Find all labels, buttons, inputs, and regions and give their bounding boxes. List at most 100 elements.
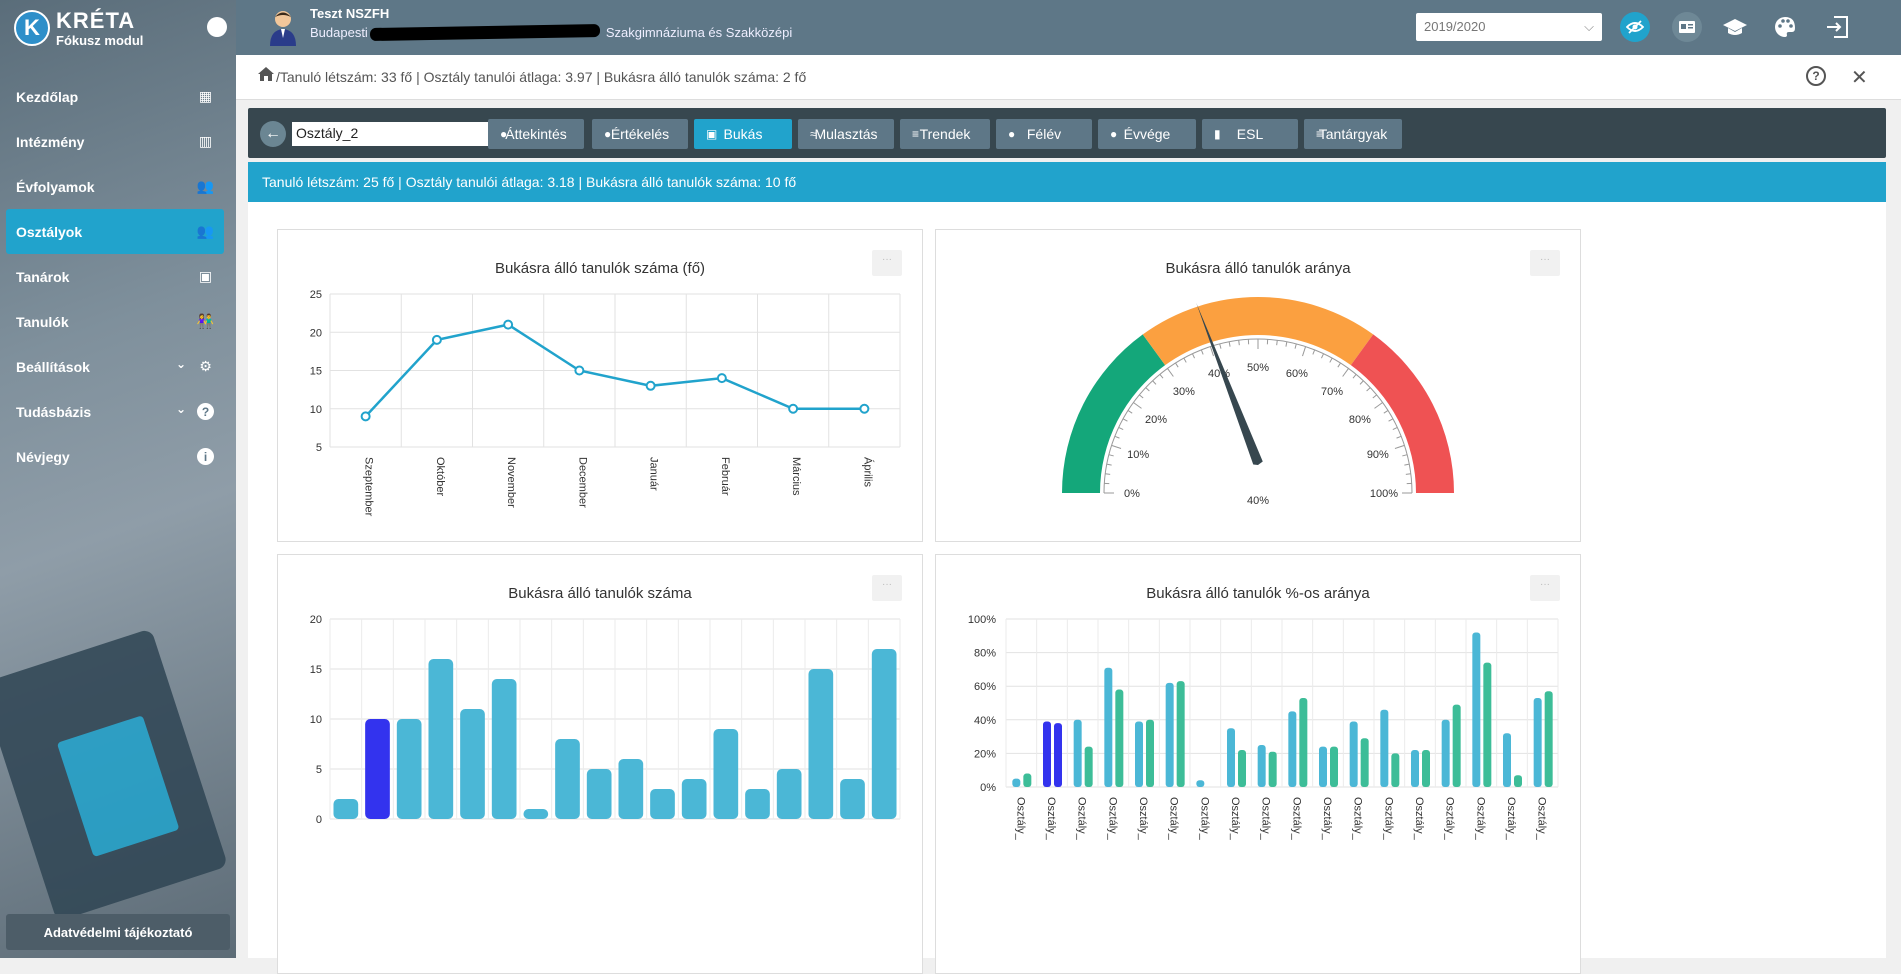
- tab-bukás[interactable]: ▣Bukás: [694, 119, 792, 149]
- gauge-tick: [1239, 340, 1240, 345]
- y-tick-label: 40%: [974, 715, 996, 727]
- data-point: [718, 374, 726, 382]
- x-tick-label: Osztály_: [1168, 797, 1180, 841]
- gauge-tick: [1360, 381, 1363, 385]
- tab-label: Évvége: [1124, 126, 1171, 142]
- bar: [777, 769, 802, 819]
- tab-áttekintés[interactable]: ●Áttekintés: [488, 119, 584, 149]
- bar: [1269, 752, 1277, 787]
- sidebar-item-osztályok[interactable]: Osztályok👥: [6, 209, 224, 254]
- tab-label: Tantárgyak: [1319, 126, 1387, 142]
- app-module: Fókusz modul: [56, 33, 143, 48]
- tab-esl[interactable]: ▮ESL: [1202, 119, 1298, 149]
- gauge-tick: [1184, 358, 1186, 362]
- y-tick-label: 60%: [974, 681, 996, 693]
- y-tick-label: 20%: [974, 748, 996, 760]
- tab-értékelés[interactable]: ●Értékelés: [592, 119, 688, 149]
- gauge-tick: [1343, 368, 1349, 376]
- home-icon[interactable]: [258, 67, 274, 85]
- bar: [1503, 733, 1511, 787]
- x-tick-label: Osztály_: [1382, 797, 1394, 841]
- tab-félév[interactable]: ●Félév: [996, 119, 1092, 149]
- tab-évvége[interactable]: ●Évvége: [1098, 119, 1196, 149]
- x-tick-label: Osztály_: [1014, 797, 1026, 841]
- bar: [1391, 753, 1399, 787]
- gauge-tick: [1373, 395, 1377, 398]
- tab-trendek[interactable]: ≡Trendek: [900, 119, 990, 149]
- gauge-tick: [1353, 374, 1356, 378]
- palette-icon[interactable]: [1770, 12, 1800, 42]
- gauge-tick-label: 0%: [1124, 488, 1140, 500]
- sidebar-item-tanárok[interactable]: Tanárok▣: [0, 254, 236, 299]
- bar: [1177, 681, 1185, 787]
- bar: [1074, 720, 1082, 787]
- x-tick-label: Osztály_: [1505, 797, 1517, 841]
- bar: [1545, 691, 1553, 787]
- x-tick-label: Osztály_: [1352, 797, 1364, 841]
- gauge-tick: [1367, 388, 1371, 391]
- x-tick-label: December: [576, 457, 588, 508]
- y-tick-label: 25: [310, 289, 322, 301]
- gauge-tick: [1397, 436, 1402, 438]
- gauge-tick: [1330, 358, 1332, 362]
- sidebar-item-évfolyamok[interactable]: Évfolyamok👥: [0, 164, 236, 209]
- sidebar-item-tanulók[interactable]: Tanulók👫: [0, 299, 236, 344]
- graduation-cap-icon[interactable]: [1720, 12, 1750, 42]
- sidebar-item-intézmény[interactable]: Intézmény▥: [0, 119, 236, 164]
- gauge-chart-panel: Bukásra álló tanulók aránya ··· 0%10%20%…: [935, 229, 1581, 542]
- gauge-tick-label: 10%: [1127, 449, 1149, 461]
- sidebar-item-tudásbázis[interactable]: Tudásbázis⌄?: [0, 389, 236, 434]
- bar: [555, 739, 580, 819]
- gauge-tick: [1105, 474, 1110, 475]
- bar: [1258, 745, 1266, 787]
- bar: [1104, 668, 1112, 787]
- y-tick-label: 10: [310, 714, 322, 726]
- gauge-tick: [1109, 455, 1114, 456]
- bar: [397, 719, 422, 819]
- y-tick-label: 100%: [968, 614, 996, 626]
- sidebar: K KRÉTA Fókusz modul Kezdőlap▦Intézmény▥…: [0, 0, 236, 958]
- gauge-tick: [1295, 344, 1296, 349]
- close-icon[interactable]: ✕: [1851, 65, 1868, 90]
- logout-icon[interactable]: [1822, 12, 1852, 42]
- eye-off-icon[interactable]: [1620, 12, 1650, 42]
- bar: [1135, 721, 1143, 787]
- students-icon: 👫: [197, 313, 214, 330]
- gauge-tick-label: 30%: [1173, 386, 1195, 398]
- gear-icon: ⚙: [197, 358, 214, 375]
- data-point: [433, 336, 441, 344]
- gauge-tick-label: 60%: [1286, 368, 1308, 380]
- bar: [1472, 632, 1480, 787]
- sidebar-item-beállítások[interactable]: Beállítások⌄⚙: [0, 344, 236, 389]
- toolbar: ← Osztály_2⌵ → ●Áttekintés●Értékelés▣Buk…: [248, 108, 1886, 158]
- bar: [1483, 663, 1491, 787]
- bar: [460, 709, 485, 819]
- sidebar-item-label: Évfolyamok: [16, 179, 95, 195]
- gauge-tick: [1115, 436, 1120, 438]
- y-tick-label: 20: [310, 614, 322, 626]
- tab-icon: ≡: [1316, 127, 1323, 141]
- x-tick-label: Január: [648, 457, 660, 491]
- sidebar-toggle[interactable]: [207, 17, 227, 37]
- sidebar-item-kezdőlap[interactable]: Kezdőlap▦: [0, 74, 236, 119]
- data-point: [504, 321, 512, 329]
- bar: [1350, 721, 1358, 787]
- bar: [1023, 774, 1031, 787]
- x-tick-label: Osztály_: [1045, 797, 1057, 841]
- x-tick-label: Osztály_: [1536, 797, 1548, 841]
- x-tick-label: Október: [434, 457, 446, 496]
- year-select[interactable]: 2019/2020⌵: [1416, 13, 1602, 41]
- tab-mulasztás[interactable]: ≈Mulasztás: [798, 119, 894, 149]
- x-tick-label: Osztály_: [1137, 797, 1149, 841]
- previous-class-button[interactable]: ←: [260, 121, 286, 147]
- id-card-icon[interactable]: [1672, 12, 1702, 42]
- help-icon[interactable]: ?: [1806, 66, 1826, 86]
- tab-tantárgyak[interactable]: ≡Tantárgyak: [1304, 119, 1402, 149]
- bar: [1227, 728, 1235, 787]
- y-tick-label: 5: [316, 442, 322, 454]
- tab-label: Félév: [1027, 126, 1061, 142]
- privacy-button[interactable]: Adatvédelmi tájékoztató: [6, 914, 230, 950]
- bar: [1085, 747, 1093, 787]
